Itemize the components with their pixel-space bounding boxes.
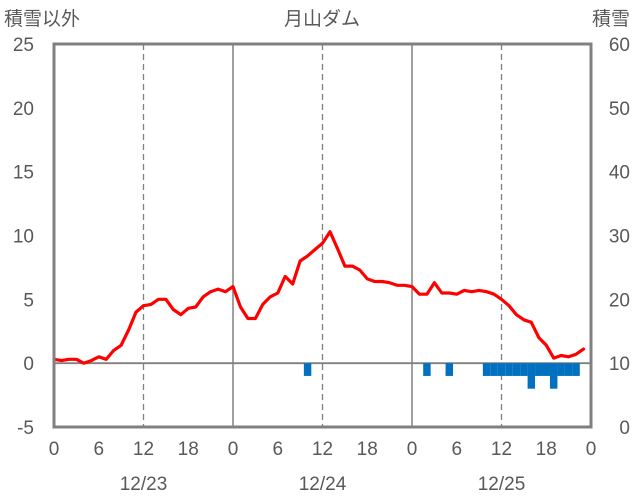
left-axis-label: 積雪以外 [4, 8, 80, 30]
right-tick-label: 40 [609, 163, 630, 184]
x-tick-label: 0 [228, 439, 239, 460]
left-tick-label: 10 [13, 227, 34, 248]
x-tick-label: 12 [133, 439, 154, 460]
precipitation-bar [527, 363, 536, 389]
precipitation-bar [512, 363, 521, 376]
x-tick-label: 6 [272, 439, 283, 460]
temperature-line [52, 230, 586, 365]
precipitation-bar [520, 363, 528, 376]
right-tick-label: 10 [609, 354, 630, 375]
date-label: 12/24 [299, 474, 347, 495]
right-axis-label: 積雪 [592, 8, 630, 30]
x-tick-label: 18 [357, 439, 378, 460]
x-tick-label: 6 [451, 439, 462, 460]
right-tick-label: 60 [609, 35, 630, 56]
precipitation-bar [423, 363, 431, 376]
x-tick-label: 6 [93, 439, 104, 460]
precipitation-bar [572, 363, 580, 376]
precipitation-bar [542, 363, 550, 376]
left-tick-label: 0 [23, 354, 34, 375]
precipitation-bars [303, 363, 580, 389]
precipitation-bar [497, 363, 506, 376]
x-tick-label: 12 [491, 439, 512, 460]
x-tick-label: 18 [178, 439, 199, 460]
plot-border [52, 42, 593, 429]
right-tick-label: 0 [619, 418, 630, 439]
x-tick-label: 0 [49, 439, 60, 460]
x-tick-label: 18 [536, 439, 557, 460]
precipitation-bar [505, 363, 513, 376]
precipitation-bar [564, 363, 573, 376]
left-tick-label: -5 [17, 418, 34, 439]
left-tick-label: 20 [13, 99, 34, 120]
precipitation-bar [535, 363, 543, 376]
precipitation-bar [557, 363, 565, 376]
precipitation-bar [549, 363, 558, 389]
right-tick-label: 20 [609, 290, 630, 311]
precipitation-bar [303, 363, 312, 376]
x-tick-label: 0 [586, 439, 597, 460]
precipitation-bar [445, 363, 454, 376]
chart-title: 月山ダム [284, 8, 360, 30]
plot-frame [52, 42, 593, 429]
x-tick-label: 12 [312, 439, 333, 460]
left-tick-label: 15 [13, 163, 34, 184]
x-tick-label: 0 [407, 439, 418, 460]
precipitation-bar [490, 363, 498, 376]
right-tick-label: 30 [609, 227, 630, 248]
right-tick-label: 50 [609, 99, 630, 120]
date-label: 12/23 [120, 474, 168, 495]
date-label: 12/25 [478, 474, 526, 495]
grid-layer [54, 44, 591, 427]
left-tick-label: 5 [23, 290, 34, 311]
precipitation-bar [482, 363, 491, 376]
left-tick-label: 25 [13, 35, 34, 56]
